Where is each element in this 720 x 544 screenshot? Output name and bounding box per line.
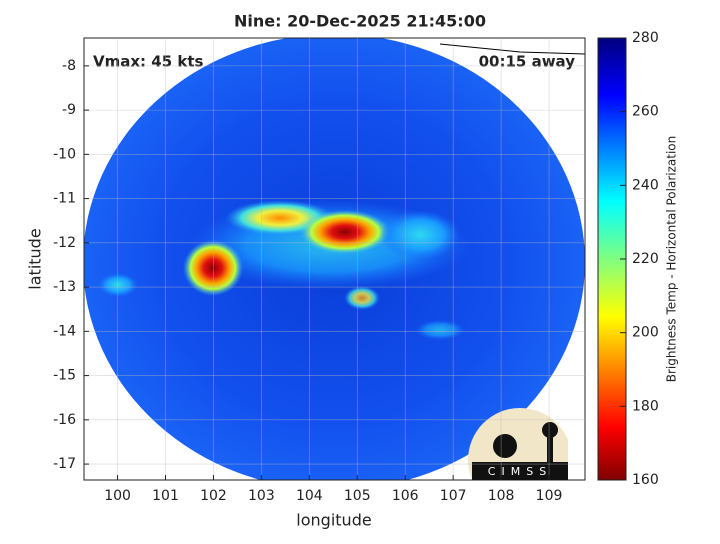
colorbar-label: Brightness Temp - Horizontal Polarizatio… (665, 136, 679, 383)
colorbar-tick-label: 220 (632, 251, 659, 267)
y-tick-label: -8 (62, 58, 76, 74)
x-tick-label: 105 (344, 488, 371, 504)
colorbar-tick-label: 280 (632, 30, 659, 46)
x-tick-label: 103 (248, 488, 275, 504)
y-tick-label: -11 (53, 191, 76, 207)
logo-text: CIMSS (488, 465, 552, 478)
axes-frame (83, 37, 586, 481)
x-tick-label: 100 (104, 488, 131, 504)
colorbar-tick-label: 260 (632, 104, 659, 120)
logo: CIMSS (468, 408, 568, 480)
chart-title: Nine: 20-Dec-2025 21:45:00 (234, 12, 486, 31)
x-tick-label: 104 (296, 488, 323, 504)
x-tick-label: 101 (152, 488, 179, 504)
x-tick-label: 102 (200, 488, 227, 504)
y-tick-label: -15 (53, 368, 76, 384)
x-tick-label: 106 (392, 488, 419, 504)
y-tick-label: -9 (62, 102, 76, 118)
y-tick-label: -16 (53, 412, 76, 428)
y-tick-label: -10 (53, 146, 76, 162)
colorbar-tick-label: 160 (632, 472, 659, 488)
annotation: Vmax: 45 kts (93, 53, 203, 71)
x-tick-label: 108 (488, 488, 515, 504)
x-axis-label: longitude (296, 511, 371, 530)
y-tick-label: -13 (53, 279, 76, 295)
x-tick-label: 109 (536, 488, 563, 504)
colorbar-tick-label: 240 (632, 177, 659, 193)
y-axis-label: latitude (26, 228, 45, 289)
colorbar-tick-label: 180 (632, 398, 659, 414)
imagery (84, 38, 585, 480)
y-tick-label: -17 (53, 456, 76, 472)
y-tick-label: -12 (53, 235, 76, 251)
y-tick-label: -14 (53, 323, 76, 339)
x-tick-label: 107 (440, 488, 467, 504)
colorbar-tick-label: 200 (632, 325, 659, 341)
annotation: 00:15 away (479, 53, 576, 71)
